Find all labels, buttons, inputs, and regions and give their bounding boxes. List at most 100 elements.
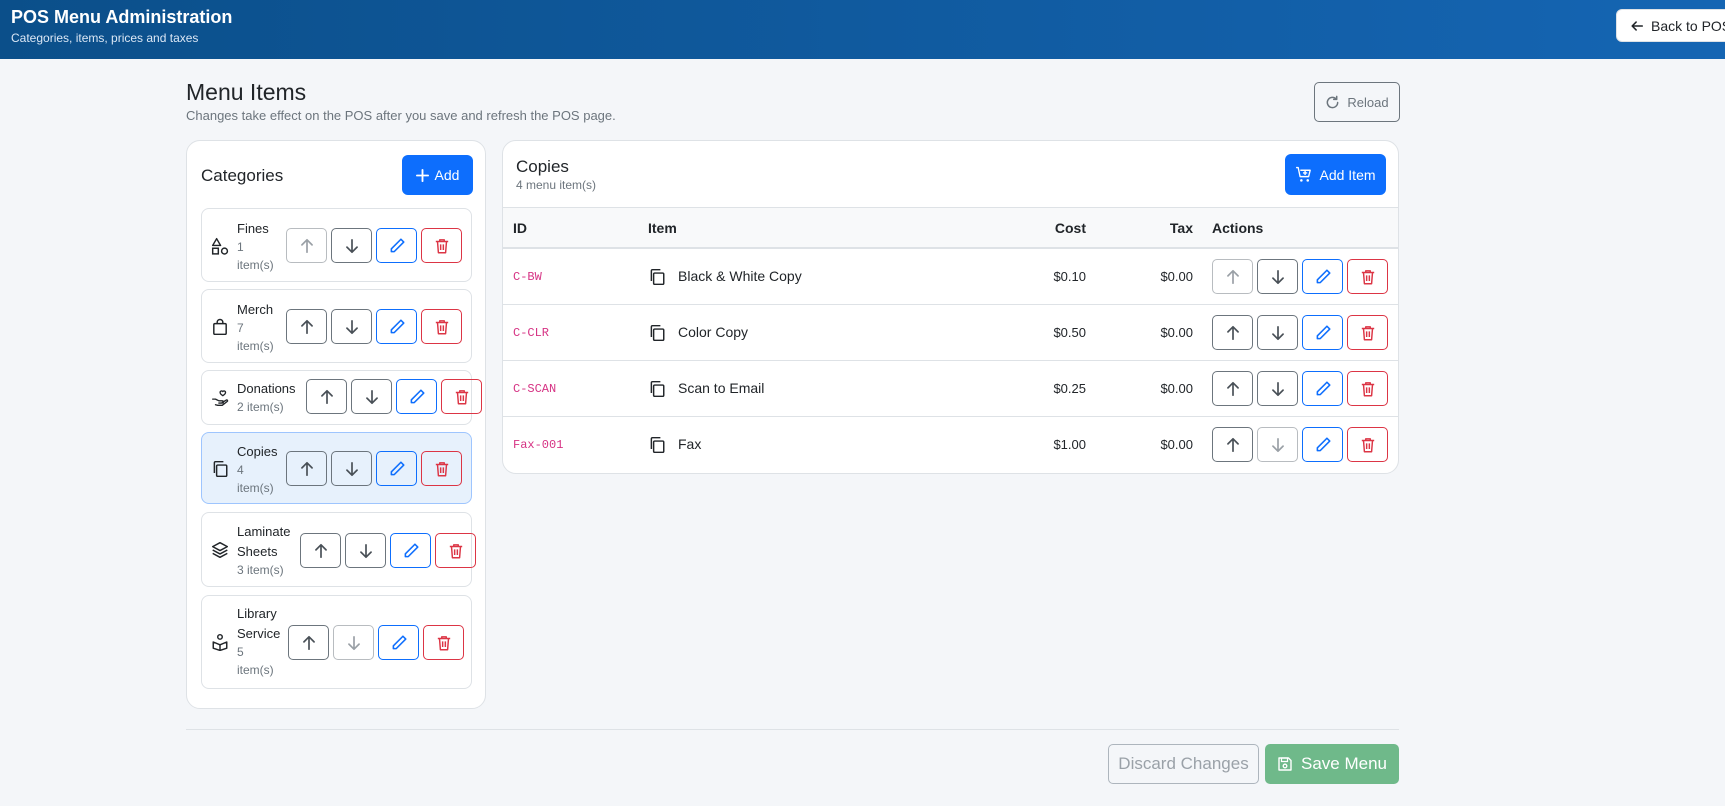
move-down-button[interactable] (1257, 371, 1298, 406)
move-up-button[interactable] (1212, 427, 1253, 462)
category-name: Library Service (237, 606, 281, 641)
reload-button[interactable]: Reload (1314, 82, 1400, 122)
delete-button[interactable] (1347, 315, 1388, 350)
arrow-down-icon (359, 543, 372, 558)
category-name: Merch (237, 302, 274, 317)
arrow-up-icon (1226, 325, 1239, 340)
trash-icon (455, 389, 468, 404)
delete-button[interactable] (435, 533, 476, 568)
edit-button[interactable] (1302, 427, 1343, 462)
item-cost: $0.50 (1053, 325, 1086, 340)
delete-button[interactable] (421, 451, 462, 486)
save-menu-button[interactable]: Save Menu (1265, 744, 1399, 784)
trash-icon (435, 461, 448, 476)
footer-divider (186, 729, 1399, 730)
delete-button[interactable] (421, 228, 462, 263)
save-menu-label: Save Menu (1301, 754, 1387, 773)
move-down-button[interactable] (1257, 259, 1298, 294)
move-up-button[interactable] (300, 533, 341, 568)
delete-button[interactable] (441, 379, 482, 414)
arrow-down-icon (345, 238, 358, 253)
move-down-button[interactable] (331, 228, 372, 263)
item-id: C-SCAN (513, 382, 557, 396)
arrow-down-icon (1271, 269, 1284, 284)
delete-button[interactable] (423, 625, 464, 660)
add-item-button[interactable]: Add Item (1285, 154, 1386, 195)
app-subtitle: Categories, items, prices and taxes (11, 31, 199, 45)
item-name: Scan to Email (678, 380, 765, 396)
delete-button[interactable] (1347, 371, 1388, 406)
arrow-down-icon (365, 389, 378, 404)
arrow-up-icon (300, 461, 313, 476)
menu-items-panel: Copies 4 menu item(s) Add Item ID Item C… (502, 140, 1399, 474)
arrow-down-icon (345, 319, 358, 334)
move-up-button[interactable] (288, 625, 329, 660)
edit-button[interactable] (1302, 259, 1343, 294)
arrow-left-icon (1631, 20, 1644, 31)
category-item-laminate-sheets[interactable]: Laminate Sheets 3 item(s) (201, 512, 476, 587)
category-count: 7 item(s) (237, 321, 274, 353)
trash-icon (435, 238, 448, 253)
edit-button[interactable] (376, 228, 417, 263)
edit-button[interactable] (376, 309, 417, 344)
edit-button[interactable] (1302, 315, 1343, 350)
move-down-button[interactable] (345, 533, 386, 568)
table-row: Fax-001 Fax $1.00 $0.00 (503, 417, 1398, 473)
item-id: C-CLR (513, 326, 550, 340)
edit-button[interactable] (378, 625, 419, 660)
arrow-down-icon (347, 635, 360, 650)
category-item-fines[interactable]: Fines 1 item(s) (201, 208, 472, 282)
pencil-icon (1316, 436, 1331, 451)
delete-button[interactable] (1347, 259, 1388, 294)
arrow-up-icon (1226, 269, 1239, 284)
cart-plus-icon (1296, 166, 1312, 182)
arrow-up-icon (314, 543, 327, 558)
category-item-donations[interactable]: Donations 2 item(s) (201, 370, 482, 425)
category-item-merch[interactable]: Merch 7 item(s) (201, 289, 472, 363)
move-down-button[interactable] (331, 309, 372, 344)
column-header-actions: Actions (1212, 220, 1264, 236)
category-item-library-service[interactable]: Library Service 5 item(s) (201, 595, 472, 689)
discard-changes-button[interactable]: Discard Changes (1108, 744, 1259, 784)
move-up-button[interactable] (1212, 315, 1253, 350)
move-up-button[interactable] (286, 309, 327, 344)
item-name: Color Copy (678, 324, 749, 340)
delete-button[interactable] (421, 309, 462, 344)
edit-button[interactable] (396, 379, 437, 414)
move-down-button[interactable] (1257, 427, 1298, 462)
back-to-pos-button[interactable]: Back to POS (1616, 9, 1725, 42)
categories-panel: Categories Add Fines 1 item(s) Merch 7 i… (186, 140, 486, 709)
item-tax: $0.00 (1160, 437, 1193, 452)
plus-icon (415, 168, 429, 182)
column-header-cost: Cost (1054, 220, 1086, 236)
move-up-button[interactable] (306, 379, 347, 414)
copy-icon (213, 460, 228, 478)
move-down-button[interactable] (331, 451, 372, 486)
move-down-button[interactable] (351, 379, 392, 414)
pencil-icon (1316, 380, 1331, 395)
move-up-button[interactable] (286, 451, 327, 486)
move-down-button[interactable] (1257, 315, 1298, 350)
move-down-button[interactable] (333, 625, 374, 660)
arrow-down-icon (1271, 325, 1284, 340)
trash-icon (1361, 437, 1374, 452)
edit-button[interactable] (376, 451, 417, 486)
delete-button[interactable] (1347, 427, 1388, 462)
edit-button[interactable] (390, 533, 431, 568)
move-up-button[interactable] (1212, 259, 1253, 294)
pencil-icon (404, 542, 419, 557)
category-name: Fines (237, 221, 269, 236)
move-up-button[interactable] (286, 228, 327, 263)
floppy-disk-icon (1278, 757, 1292, 771)
edit-button[interactable] (1302, 371, 1343, 406)
arrow-down-icon (1271, 381, 1284, 396)
add-category-button[interactable]: Add (402, 155, 473, 195)
table-header: ID Item Cost Tax Actions (503, 207, 1398, 249)
column-header-item: Item (648, 220, 677, 236)
category-name: Copies (237, 444, 278, 459)
category-count: 3 item(s) (237, 563, 284, 577)
move-up-button[interactable] (1212, 371, 1253, 406)
category-item-copies[interactable]: Copies 4 item(s) (201, 432, 472, 504)
item-id: Fax-001 (513, 438, 564, 452)
copy-icon (650, 380, 665, 398)
